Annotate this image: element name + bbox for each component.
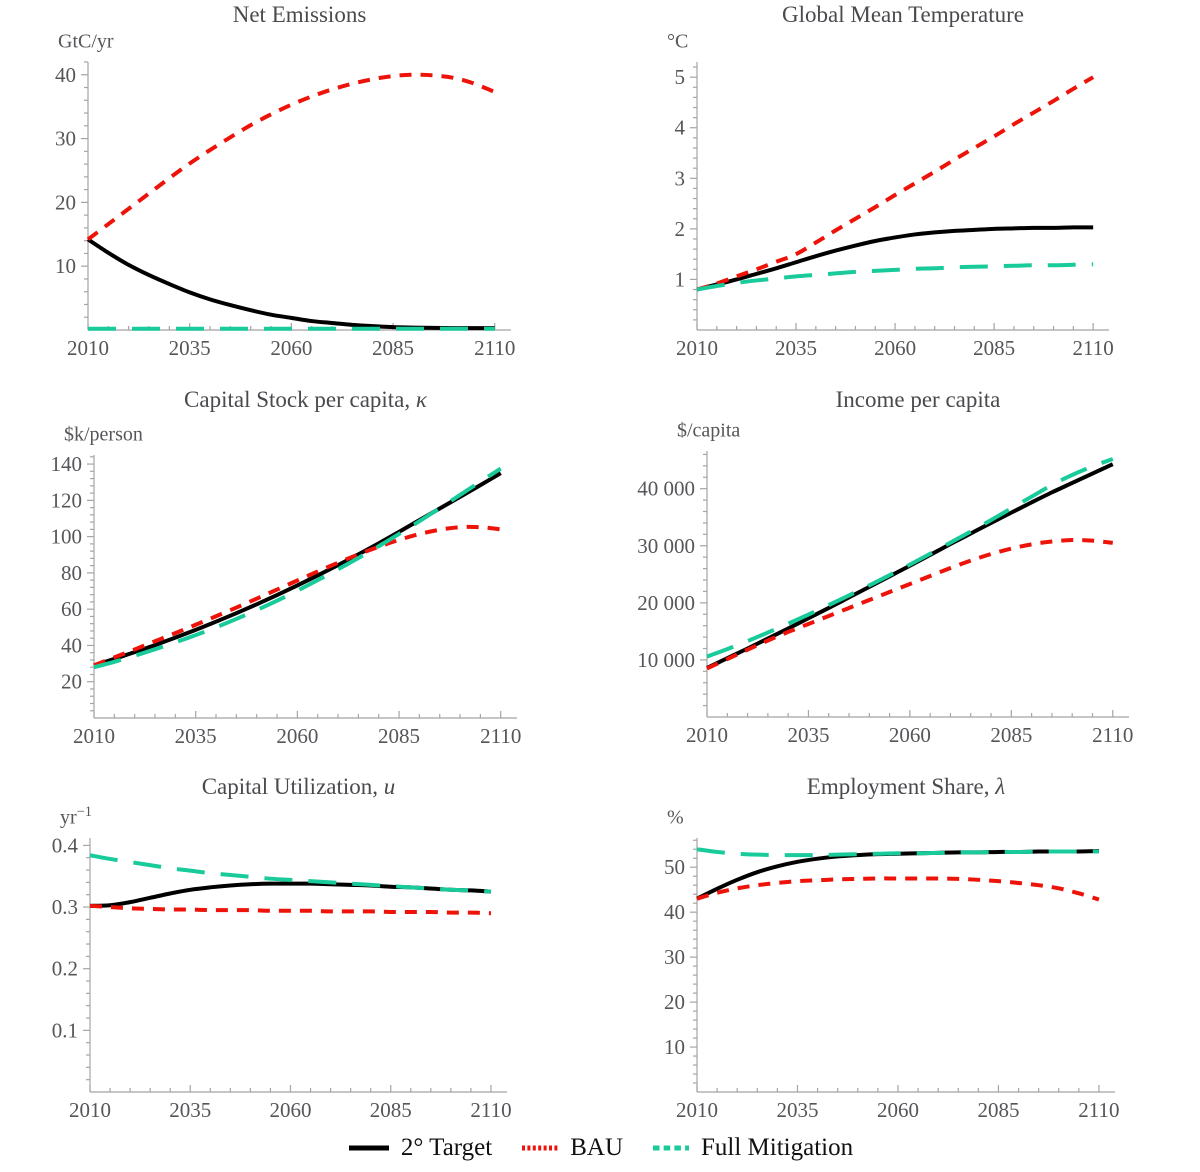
chart-employment-share: Employment Share, λ % 2010 2035 2060 2085 21… (607, 772, 1195, 1124)
svg-text:80: 80 (61, 561, 82, 585)
svg-text:2060: 2060 (276, 724, 318, 748)
svg-text:5: 5 (675, 65, 686, 89)
y-axis-unit-label: yr−1 (60, 804, 92, 829)
svg-text:10 000: 10 000 (637, 648, 695, 672)
chart-title: Capital Stock per capita, κ (184, 387, 427, 412)
svg-text:2085: 2085 (977, 1098, 1019, 1122)
plot-canvas: 2010 2035 2060 2085 2110 10 000 20 000 30 000 40… (637, 451, 1133, 747)
svg-text:2060: 2060 (270, 336, 312, 360)
svg-text:2035: 2035 (169, 1098, 211, 1122)
chart-capital-utilization: Capital Utilization, u yr−1 2010 2035 2060… (8, 772, 593, 1124)
svg-text:4: 4 (675, 116, 686, 140)
chart-title: Net Emissions (232, 2, 367, 27)
chart-net-emissions: Net Emissions GtC/yr 2010 2035 2060 2085 211… (8, 0, 593, 382)
svg-text:0.2: 0.2 (52, 957, 78, 981)
svg-text:2060: 2060 (889, 723, 931, 747)
svg-text:2010: 2010 (69, 1098, 111, 1122)
svg-text:40: 40 (664, 900, 685, 924)
svg-text:0.3: 0.3 (52, 895, 78, 919)
chart-capital-stock-per-capita: Capital Stock per capita, κ $k/person 20… (8, 385, 593, 767)
svg-text:30: 30 (55, 127, 76, 151)
legend-label: BAU (570, 1134, 624, 1161)
svg-text:20 000: 20 000 (637, 591, 695, 615)
svg-text:100: 100 (51, 525, 83, 549)
svg-text:2010: 2010 (676, 336, 718, 360)
svg-text:2085: 2085 (973, 336, 1015, 360)
chart-title: Income per capita (835, 387, 1001, 412)
svg-text:3: 3 (675, 166, 686, 190)
svg-text:0.1: 0.1 (52, 1018, 78, 1042)
svg-text:2110: 2110 (1078, 1098, 1119, 1122)
y-axis-unit-label: $k/person (64, 423, 143, 446)
svg-text:2110: 2110 (480, 724, 521, 748)
svg-text:2035: 2035 (776, 1098, 818, 1122)
plot-canvas: 2010 2035 2060 2085 2110 0.1 0.2 0.3 0.4 (52, 833, 512, 1122)
svg-text:20: 20 (61, 670, 82, 694)
svg-text:2010: 2010 (67, 336, 109, 360)
svg-text:2035: 2035 (175, 724, 217, 748)
svg-text:140: 140 (51, 452, 83, 476)
svg-text:2085: 2085 (378, 724, 420, 748)
chart-title: Employment Share, λ (806, 774, 1006, 799)
svg-text:1: 1 (675, 267, 686, 291)
svg-text:30: 30 (664, 945, 685, 969)
svg-text:2085: 2085 (372, 336, 414, 360)
plot-canvas: 2010 2035 2060 2085 2110 10 20 30 40 (55, 61, 515, 360)
plot-canvas: 2010 2035 2060 2085 2110 1 2 3 4 5 (675, 62, 1114, 360)
chart-income-per-capita: Income per capita $/capita 2010 2035 2060 2… (607, 385, 1195, 767)
legend-label: Full Mitigation (701, 1134, 854, 1161)
legend-item-bau: BAU (520, 1134, 623, 1162)
plot-canvas: 2010 2035 2060 2085 2110 10 20 30 40 50 (664, 838, 1120, 1122)
svg-text:0.4: 0.4 (52, 833, 79, 857)
svg-text:2110: 2110 (1073, 336, 1114, 360)
svg-text:2060: 2060 (877, 1098, 919, 1122)
y-axis-unit-label: $/capita (677, 419, 741, 442)
y-axis-unit-label: % (667, 806, 684, 829)
svg-text:2085: 2085 (990, 723, 1032, 747)
legend-item-full-mitigation: Full Mitigation (651, 1134, 853, 1162)
legend-swatch-short-dashed-line-icon (653, 1145, 690, 1151)
svg-text:10: 10 (55, 254, 76, 278)
chart-global-mean-temperature: Global Mean Temperature °C 2010 2035 2060 2… (607, 0, 1195, 382)
svg-text:30 000: 30 000 (637, 534, 695, 558)
svg-text:2110: 2110 (470, 1098, 511, 1122)
plot-canvas: 2010 2035 2060 2085 2110 20 40 60 80 100 120 140 (51, 452, 522, 748)
svg-text:20: 20 (664, 990, 685, 1014)
svg-text:2110: 2110 (474, 336, 515, 360)
y-axis-unit-label: GtC/yr (58, 30, 114, 53)
svg-text:10: 10 (664, 1035, 685, 1059)
svg-text:2035: 2035 (775, 336, 817, 360)
svg-text:40 000: 40 000 (637, 477, 695, 501)
svg-text:2085: 2085 (370, 1098, 412, 1122)
svg-text:20: 20 (55, 190, 76, 214)
legend-item-2deg-target: 2° Target (347, 1134, 492, 1162)
legend-swatch-fine-dashed-line-icon (522, 1145, 559, 1151)
svg-text:2010: 2010 (676, 1098, 718, 1122)
legend: 2° Target BAU Full Mitigation (0, 1124, 1200, 1172)
y-axis-unit-label: °C (667, 30, 689, 53)
svg-text:2060: 2060 (269, 1098, 311, 1122)
svg-text:2: 2 (675, 217, 686, 241)
svg-text:60: 60 (61, 597, 82, 621)
svg-text:2010: 2010 (686, 723, 728, 747)
chart-title: Capital Utilization, u (201, 774, 396, 799)
svg-text:2060: 2060 (874, 336, 916, 360)
svg-text:40: 40 (61, 633, 82, 657)
chart-title: Global Mean Temperature (782, 2, 1024, 27)
svg-text:2010: 2010 (73, 724, 115, 748)
svg-text:40: 40 (55, 63, 76, 87)
legend-label: 2° Target (400, 1134, 493, 1161)
svg-text:2035: 2035 (169, 336, 211, 360)
svg-text:2035: 2035 (787, 723, 829, 747)
svg-text:120: 120 (51, 488, 83, 512)
svg-text:50: 50 (664, 855, 685, 879)
legend-swatch-solid-line-icon (348, 1145, 389, 1151)
svg-text:2110: 2110 (1092, 723, 1133, 747)
